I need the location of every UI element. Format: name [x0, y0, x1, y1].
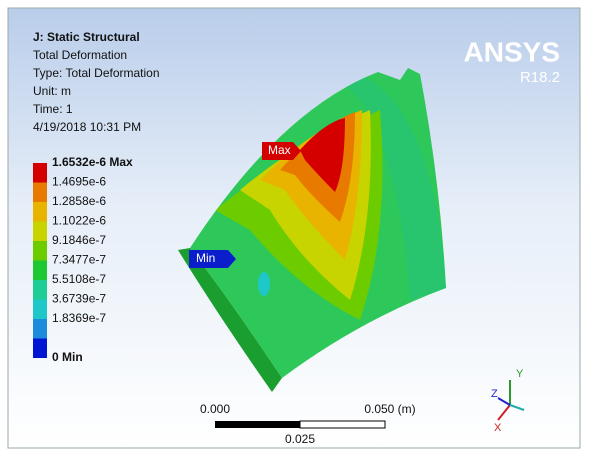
legend-swatch: [33, 300, 47, 320]
header-line: Unit: m: [33, 84, 71, 98]
scale-end: 0.050 (m): [364, 402, 415, 416]
header-line: Time: 1: [33, 102, 73, 116]
legend-swatch: [33, 319, 47, 339]
header-line: Total Deformation: [33, 48, 127, 62]
legend-swatch: [33, 241, 47, 261]
logo-version: R18.2: [520, 69, 560, 86]
legend-label: 3.6739e-7: [52, 292, 106, 306]
legend-label: 1.2858e-6: [52, 194, 106, 208]
viewport: Max Min J: Static Structural Total Defor…: [0, 0, 589, 459]
max-label: Max: [268, 143, 291, 157]
legend-swatch: [33, 261, 47, 281]
legend-label: 1.1022e-6: [52, 214, 106, 228]
legend-label: 5.5108e-7: [52, 272, 106, 286]
triad-x: X: [494, 422, 502, 434]
legend-label: 9.1846e-7: [52, 233, 106, 247]
legend-swatch: [33, 339, 47, 359]
legend-label: 1.4695e-6: [52, 175, 106, 189]
legend-swatch: [33, 222, 47, 242]
scale-mid: 0.025: [285, 432, 315, 446]
triad-z: Z: [491, 388, 498, 400]
max-probe: Max: [262, 142, 301, 160]
logo: ANSYS: [464, 36, 560, 67]
header-title: J: Static Structural: [33, 30, 140, 44]
legend-swatch: [33, 202, 47, 222]
header-line: Type: Total Deformation: [33, 66, 160, 80]
triad-y: Y: [516, 368, 524, 380]
legend-swatch: [33, 280, 47, 300]
legend-label: 0 Min: [52, 350, 83, 364]
scale-start: 0.000: [200, 402, 230, 416]
min-probe: Min: [189, 250, 236, 268]
legend-label: 1.8369e-7: [52, 311, 106, 325]
header-line: 4/19/2018 10:31 PM: [33, 120, 141, 134]
min-label: Min: [196, 251, 215, 265]
legend-label: 7.3477e-7: [52, 253, 106, 267]
legend-label: 1.6532e-6 Max: [52, 155, 133, 169]
legend-swatch: [33, 183, 47, 203]
legend-swatch: [33, 163, 47, 183]
